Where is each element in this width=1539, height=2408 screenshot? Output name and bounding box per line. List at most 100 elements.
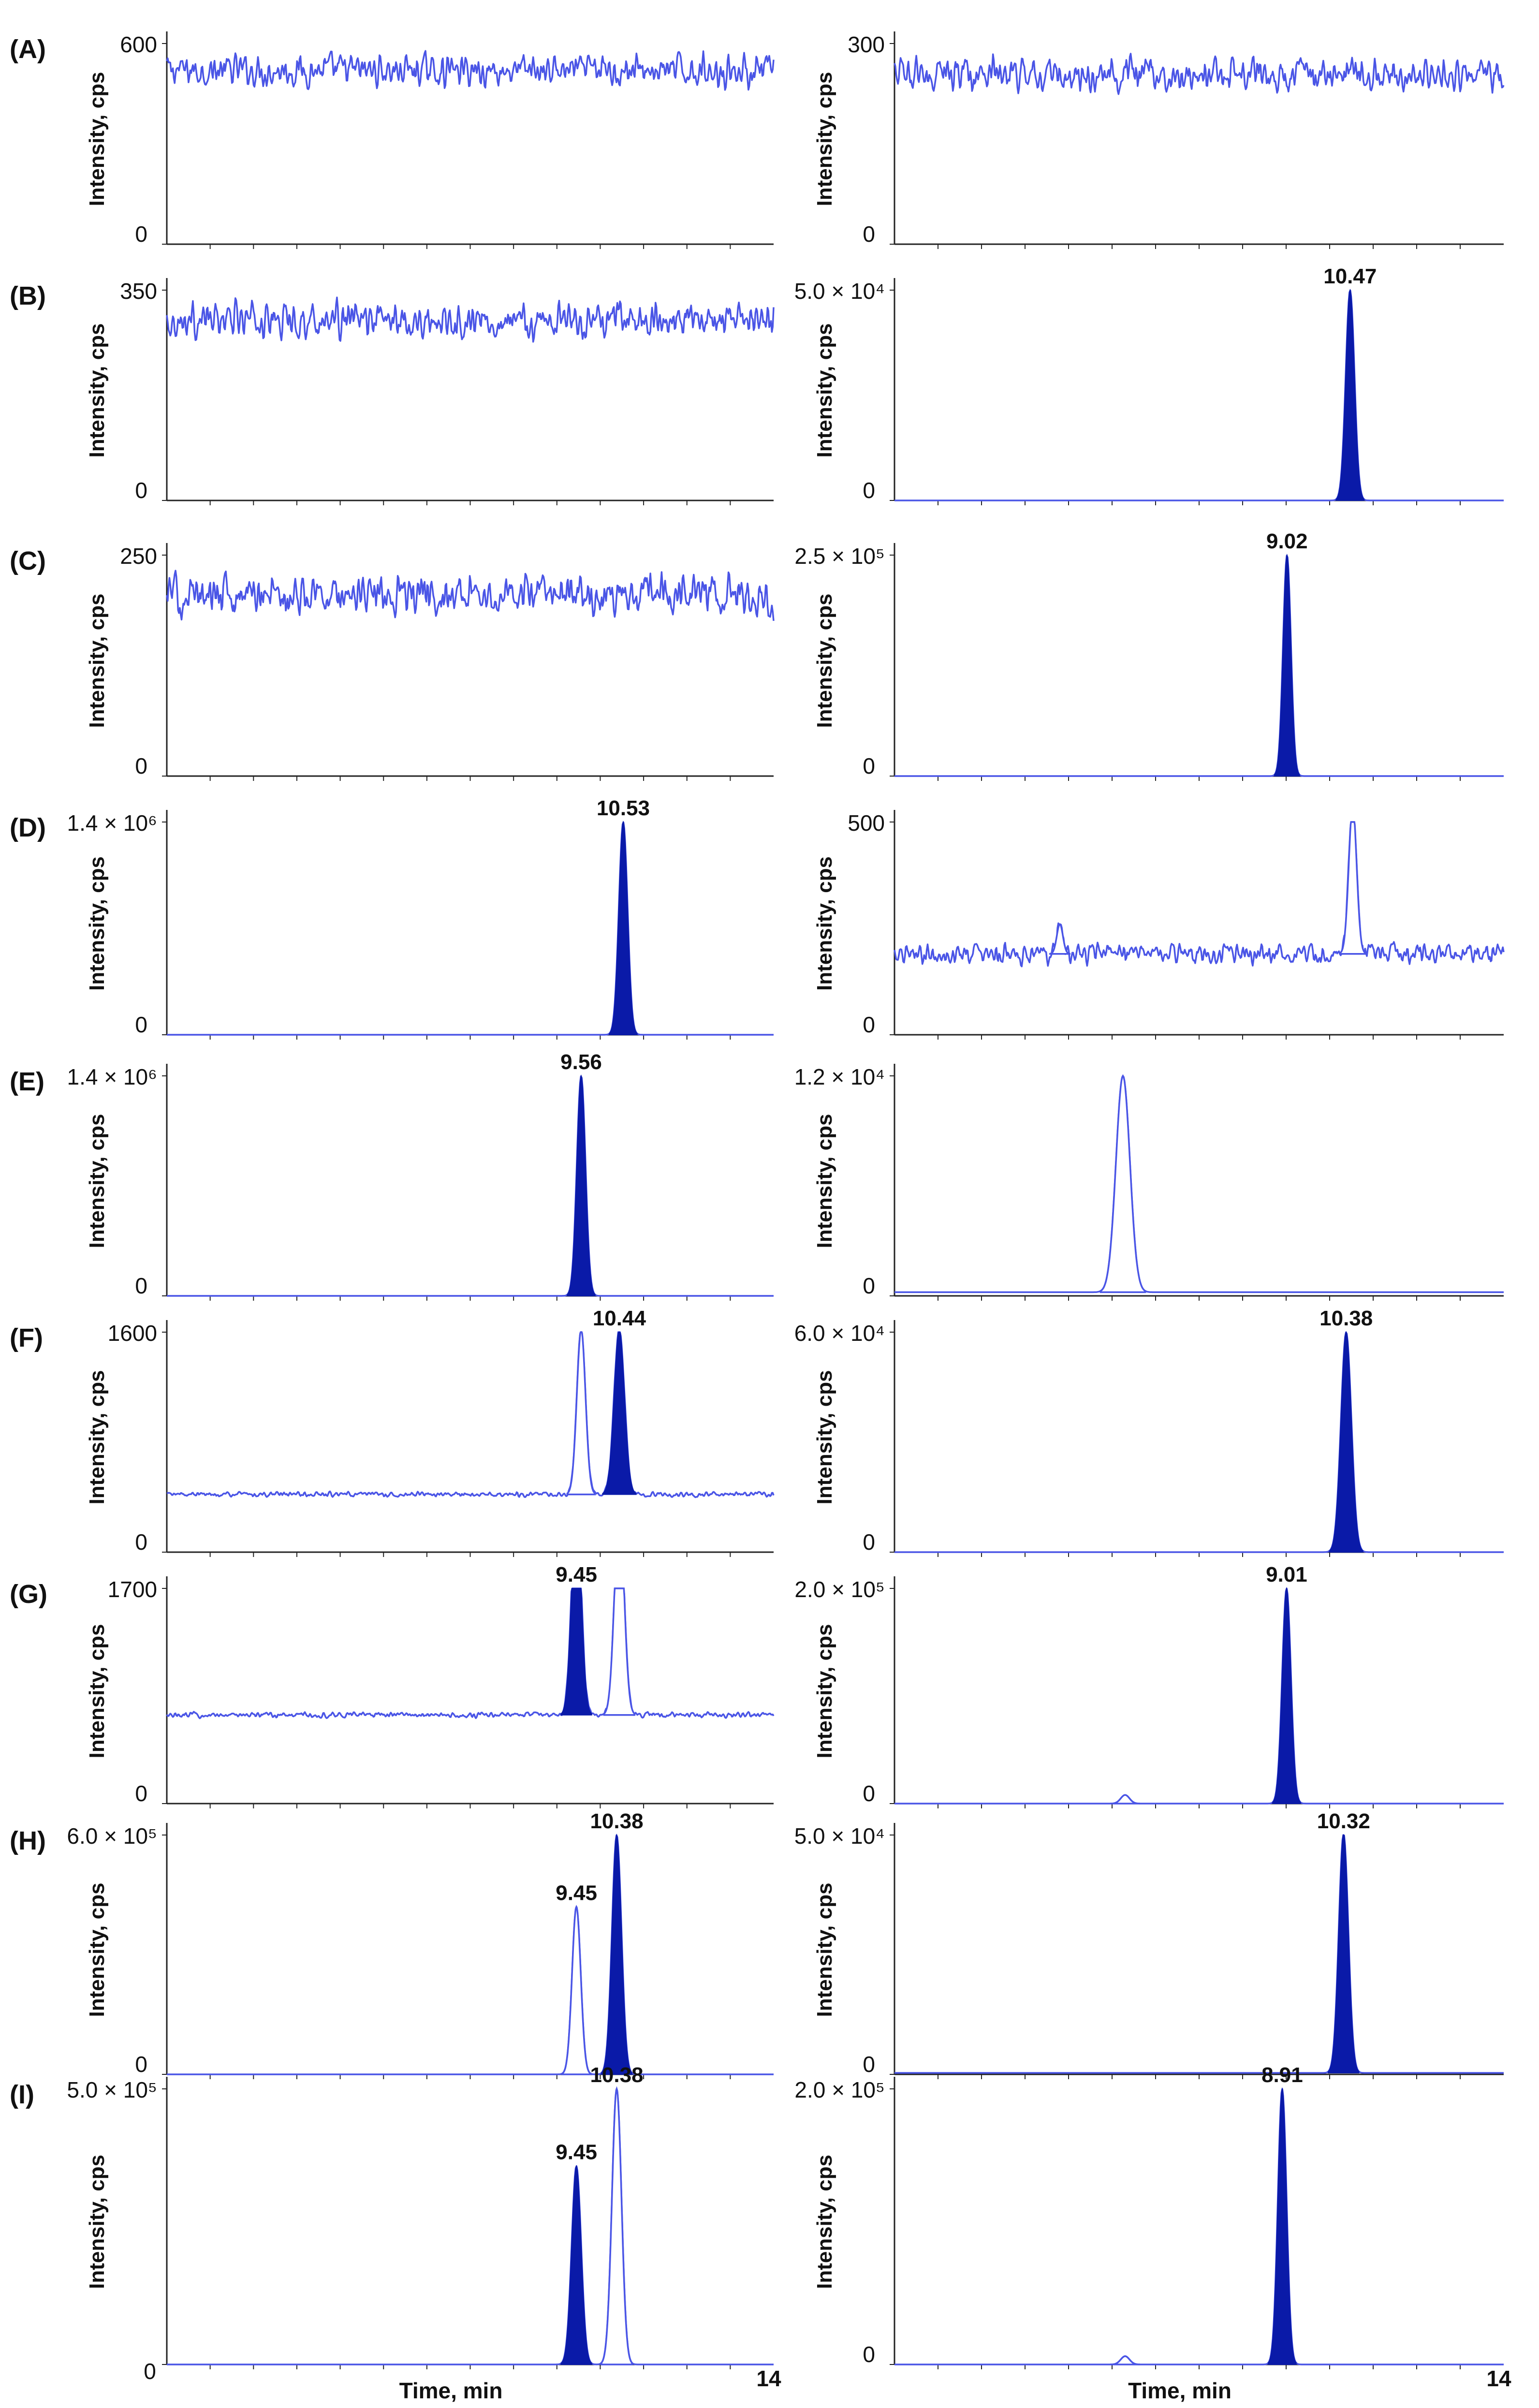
peak-filled xyxy=(1268,2087,1297,2365)
peak-rt-label: 10.53 xyxy=(597,796,650,820)
y-tick-label-top: 5.0 × 10⁴ xyxy=(794,1823,885,1849)
peak-filled xyxy=(1328,1835,1360,2073)
row-a: (A) 600 0 Intensity, cps 300 0 Intensity, cps xyxy=(10,31,1505,249)
peak-filled xyxy=(1274,553,1300,777)
peak-filled xyxy=(1329,1331,1363,1553)
chromatogram-trace xyxy=(894,1075,1504,1293)
chromatogram-trace xyxy=(166,570,775,621)
y-tick-label-zero: 0 xyxy=(135,1781,147,1806)
peak-filled xyxy=(560,2165,592,2365)
chromatogram-trace xyxy=(166,50,775,91)
y-tick-label-top: 350 xyxy=(120,279,157,304)
peak-open xyxy=(1110,1794,1140,1805)
y-tick-label-top: 500 xyxy=(848,810,885,836)
peak-open xyxy=(1110,2355,1140,2365)
y-tick-label-top: 1700 xyxy=(108,1577,157,1602)
peak-filled xyxy=(602,1332,637,1495)
peak-filled xyxy=(1272,1587,1301,1804)
peak-rt-label: 9.45 xyxy=(556,1881,597,1905)
peak-filled xyxy=(567,1074,596,1296)
y-tick-label-zero: 0 xyxy=(135,221,147,247)
chromatogram-trace xyxy=(894,1587,1504,1805)
chromatogram-panel: 350 0 Intensity, cps xyxy=(85,278,775,505)
peak-rt-label: 9.02 xyxy=(1266,529,1308,553)
y-tick-label-zero: 0 xyxy=(863,1273,875,1298)
x-axis-annotations: 0 14 Time, min 14 Time, min xyxy=(144,2359,1511,2403)
chromatogram-panel: 600 0 Intensity, cps xyxy=(85,31,775,249)
chromatogram-trace xyxy=(166,1587,775,1719)
y-tick-label-zero: 0 xyxy=(135,1529,147,1555)
chromatogram-trace xyxy=(166,296,775,343)
peak-rt-label: 9.45 xyxy=(556,1563,597,1586)
peak-open xyxy=(1099,1074,1146,1293)
peak-open xyxy=(603,1587,636,1716)
y-tick-label-zero: 0 xyxy=(863,221,875,247)
y-axis-label: Intensity, cps xyxy=(813,1114,836,1248)
panel-label: (D) xyxy=(10,813,46,842)
chromatogram-panel: 2.0 × 10⁵ 0 Intensity, cps 9.01 xyxy=(794,1563,1504,1808)
y-tick-label-zero: 0 xyxy=(135,753,147,778)
chromatogram-panel: 5.0 × 10⁴ 0 Intensity, cps 10.47 xyxy=(794,264,1504,505)
panel-label: (H) xyxy=(10,1826,46,1855)
chromatogram-panel: 1.2 × 10⁴ 0 Intensity, cps xyxy=(794,1064,1504,1301)
y-tick-label-top: 1.4 × 10⁶ xyxy=(67,1064,157,1089)
chromatogram-trace xyxy=(894,53,1505,95)
peak-open xyxy=(566,1331,596,1496)
y-tick-label-zero: 0 xyxy=(863,1781,875,1806)
y-tick-label-zero: 0 xyxy=(863,2342,875,2367)
chromatogram-panel: 1.4 × 10⁶ 0 Intensity, cps 9.56 xyxy=(67,1050,774,1301)
peak-rt-label: 8.91 xyxy=(1261,2063,1303,2087)
y-axis-label: Intensity, cps xyxy=(813,2155,836,2289)
row-h: (H) 6.0 × 10⁵ 0 Intensity, cps 9.45 10.38 5.0 … xyxy=(10,1809,1504,2079)
chromatogram-trace xyxy=(166,1331,775,1498)
peak-rt-label: 10.44 xyxy=(593,1307,646,1330)
chromatogram-panel: 5.0 × 10⁵ Intensity, cps 9.45 10.38 xyxy=(67,2063,774,2369)
y-tick-label-top: 1600 xyxy=(108,1321,157,1346)
chromatogram-trace xyxy=(167,2088,774,2365)
x-axis-label: Time, min xyxy=(399,2378,503,2403)
chromatogram-trace xyxy=(894,555,1504,777)
y-axis-label: Intensity, cps xyxy=(813,72,836,206)
x-tick-label-zero: 0 xyxy=(144,2359,156,2384)
peak-filled xyxy=(609,821,638,1035)
peak-filled xyxy=(560,1588,592,1716)
row-f: (F) 1600 0 Intensity, cps 10.44 6.0 × 10⁴ 0 Int… xyxy=(10,1307,1504,1557)
chromatogram-trace xyxy=(894,1834,1504,2074)
chromatogram-panel: 250 0 Intensity, cps xyxy=(85,543,775,781)
row-d: (D) 1.4 × 10⁶ 0 Intensity, cps 10.53 500 0 Inte… xyxy=(10,796,1505,1040)
y-tick-label-top: 1.2 × 10⁴ xyxy=(794,1064,885,1089)
y-tick-label-top: 300 xyxy=(848,32,885,57)
chromatogram-trace xyxy=(894,821,1505,968)
y-tick-label-top: 2.0 × 10⁵ xyxy=(794,2077,885,2102)
panel-label: (G) xyxy=(10,1580,47,1609)
panel-label: (I) xyxy=(10,2080,34,2109)
row-g: (G) 1700 0 Intensity, cps 9.45 2.0 × 10⁵ 0 Inte… xyxy=(10,1563,1504,1808)
y-axis-label: Intensity, cps xyxy=(85,72,109,206)
row-b: (B) 350 0 Intensity, cps 5.0 × 10⁴ 0 Intensity… xyxy=(10,264,1504,505)
panel-label: (A) xyxy=(10,35,46,64)
chromatogram-trace xyxy=(167,821,774,1036)
y-axis-label: Intensity, cps xyxy=(813,856,836,991)
panel-label: (B) xyxy=(10,281,46,310)
x-axis-label: Time, min xyxy=(1128,2378,1231,2403)
chromatogram-panel: 1600 0 Intensity, cps 10.44 xyxy=(85,1307,775,1557)
chromatogram-panel: 2.5 × 10⁵ 0 Intensity, cps 9.02 xyxy=(794,529,1504,781)
y-tick-label-zero: 0 xyxy=(135,478,147,503)
peak-rt-label: 10.47 xyxy=(1323,264,1377,288)
panel-label: (C) xyxy=(10,546,46,575)
chromatogram-panel: 5.0 × 10⁴ 0 Intensity, cps 10.32 xyxy=(794,1809,1504,2079)
y-tick-label-top: 250 xyxy=(120,543,157,569)
chromatogram-trace xyxy=(894,1331,1504,1553)
peak-open xyxy=(601,2086,633,2365)
row-c: (C) 250 0 Intensity, cps 2.5 × 10⁵ 0 Intensity… xyxy=(10,529,1504,781)
chromatogram-trace xyxy=(167,1075,774,1297)
x-tick-label-max: 14 xyxy=(756,2366,781,2391)
y-tick-label-zero: 0 xyxy=(863,2052,875,2077)
row-i: (I) 5.0 × 10⁵ Intensity, cps 9.45 10.38 2.0 ×… xyxy=(10,2063,1504,2369)
y-axis-label: Intensity, cps xyxy=(813,323,836,458)
y-tick-label-top: 600 xyxy=(120,32,157,57)
y-tick-label-top: 6.0 × 10⁴ xyxy=(794,1321,885,1346)
y-axis-label: Intensity, cps xyxy=(85,856,109,991)
chromatogram-trace xyxy=(894,2088,1504,2365)
y-tick-label-top: 5.0 × 10⁴ xyxy=(794,279,885,304)
